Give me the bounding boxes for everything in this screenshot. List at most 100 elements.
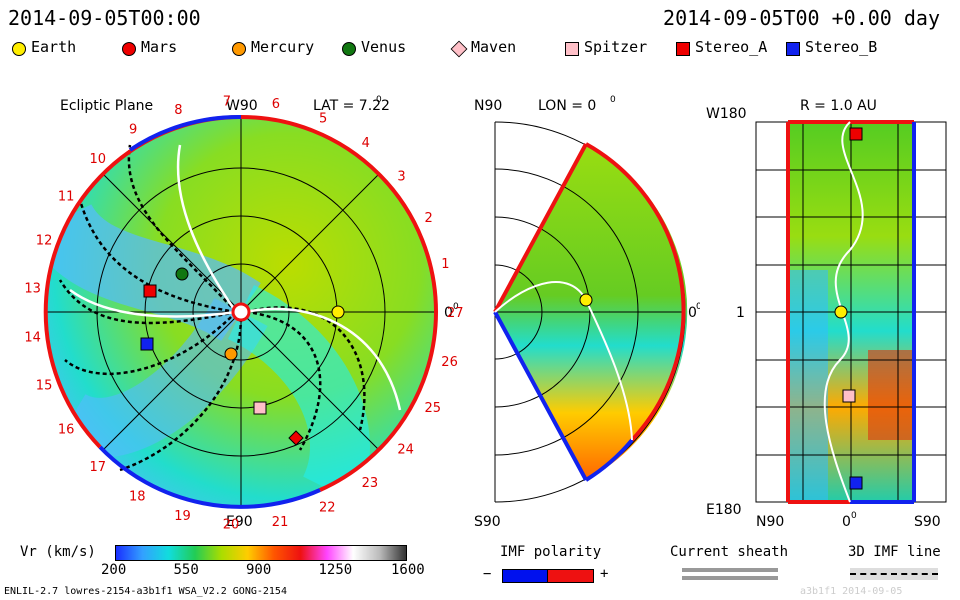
- synoptic-grid: [755, 121, 947, 503]
- wedge-edge-red: [493, 143, 588, 313]
- carrington-label: 26: [441, 355, 458, 370]
- carrington-label: 18: [129, 490, 146, 505]
- imf-minus: −: [483, 566, 492, 582]
- panel3-x-mid: 0: [842, 514, 851, 530]
- carrington-label: 6: [272, 97, 280, 112]
- spitzer-marker: [253, 401, 267, 415]
- stereo-a-marker-synoptic: [849, 127, 863, 141]
- earth-marker-meridional: [579, 293, 593, 307]
- colorbar-label: Vr (km/s): [20, 544, 96, 560]
- carrington-label: 27: [447, 306, 464, 321]
- legend-symbol-maven: [450, 40, 468, 58]
- legend-label-venus: Venus: [361, 38, 407, 56]
- spiral-field-lines: [58, 144, 402, 472]
- legend-label-earth: Earth: [31, 38, 77, 56]
- carrington-label: 14: [24, 331, 41, 346]
- meridional-panel: N90 LON = 0 0 S90 0 0: [474, 95, 700, 530]
- legend-label-maven: Maven: [471, 38, 517, 56]
- panel1-right-deg: 0: [453, 302, 459, 312]
- current-sheath-label: Current sheath: [670, 544, 789, 560]
- panel3-bottom-label: E180: [706, 502, 742, 518]
- carrington-label: 2: [425, 211, 433, 226]
- colorbar-tick: 900: [246, 562, 272, 578]
- carrington-label: 11: [58, 190, 75, 205]
- panel1-title: Ecliptic Plane: [60, 98, 153, 114]
- wedge-outer-red: [585, 142, 686, 442]
- carrington-label: 13: [24, 281, 41, 296]
- panel3-mid-label: 1: [736, 305, 745, 321]
- colorbar-tick: 550: [173, 562, 199, 578]
- legend-label-stereo-a: Stereo_A: [695, 38, 768, 56]
- imf-polarity-label: IMF polarity: [500, 544, 602, 560]
- imf-plus: +: [600, 566, 609, 582]
- panel1-top-label: W90: [226, 98, 258, 114]
- legend-symbol-venus: [342, 42, 356, 56]
- wedge-edge-blue: [493, 311, 588, 481]
- panel3-x-left: N90: [756, 514, 784, 530]
- synoptic-sheath: [823, 121, 864, 503]
- polarity-outer-blue-top: [128, 114, 242, 152]
- carrington-label: 12: [36, 234, 53, 249]
- carrington-label: 24: [397, 442, 414, 457]
- colorbar-tick: 1600: [391, 562, 425, 578]
- legend-symbol-spitzer: [565, 42, 579, 56]
- earth-marker: [331, 305, 345, 319]
- synoptic-panel: W180 R = 1.0 AU 1 E180 N90 0 0 S90: [706, 98, 947, 530]
- panel2-title: LON = 0: [538, 98, 596, 114]
- datetime-title: 2014-09-05T00:00: [8, 6, 201, 30]
- legend-label-stereo-b: Stereo_B: [805, 38, 878, 56]
- panel2-top-label: N90: [474, 98, 502, 114]
- footer-model-info: ENLIL-2.7 lowres-2154-a3b1f1 WSA_V2.2 GO…: [4, 586, 287, 597]
- mercury-marker: [224, 347, 238, 361]
- legend-symbol-stereo-a: [676, 42, 690, 56]
- polarity-outer-blue-bottom: [98, 445, 321, 509]
- panel3-title: R = 1.0 AU: [800, 98, 877, 114]
- legend-label-spitzer: Spitzer: [584, 38, 648, 56]
- imf3d-label: 3D IMF line: [848, 544, 941, 560]
- carrington-label: 1: [441, 257, 449, 272]
- carrington-label: 3: [397, 170, 405, 185]
- stereo-b-marker: [140, 337, 154, 351]
- imf-positive-swatch: [547, 569, 594, 583]
- current-sheath-swatch-1: [682, 568, 778, 572]
- carrington-label: 22: [319, 501, 336, 516]
- earth-marker-synoptic: [834, 305, 848, 319]
- carrington-label: 4: [362, 136, 370, 151]
- legend-label-mercury: Mercury: [251, 38, 315, 56]
- mars-marker: [288, 430, 304, 446]
- carrington-label: 10: [90, 152, 107, 167]
- sun-marker: [231, 302, 251, 322]
- panel3-x-mid-deg: 0: [851, 511, 857, 521]
- panel2-right-label: 0: [688, 305, 697, 321]
- carrington-label: 21: [272, 515, 289, 530]
- panel3-top-label: W180: [706, 106, 747, 122]
- carrington-label: 20: [223, 518, 240, 530]
- colorbar-tick: 200: [101, 562, 127, 578]
- panel1-lat-deg: 0: [376, 95, 382, 105]
- panel1-bottom-label: E90: [226, 514, 253, 530]
- footer-run-id: a3b1f1 2014-09-05: [800, 586, 903, 597]
- current-sheath-swatch-2: [682, 576, 778, 580]
- relative-time: 2014-09-05T00 +0.00 day: [663, 6, 940, 30]
- carrington-label: 8: [174, 103, 182, 118]
- wedge-outer-blue: [584, 438, 634, 482]
- legend-symbol-earth: [12, 42, 26, 56]
- legend-symbol-mars: [122, 42, 136, 56]
- carrington-label: 25: [425, 401, 442, 416]
- legend-symbol-mercury: [232, 42, 246, 56]
- polarity-outer-red: [240, 115, 439, 492]
- stereo-a-marker: [143, 284, 157, 298]
- colorbar-tick: 1250: [318, 562, 353, 578]
- carrington-label: 5: [319, 111, 327, 126]
- imf-negative-swatch: [502, 569, 549, 583]
- carrington-label: 15: [36, 379, 53, 394]
- panel2-bottom-label: S90: [474, 514, 501, 530]
- panel2-deg: 0: [610, 95, 616, 105]
- imf3d-swatch-line: [850, 573, 938, 575]
- colorbar: [115, 545, 407, 561]
- panel1-right-label: 0: [444, 305, 453, 321]
- venus-marker: [175, 267, 189, 281]
- carrington-label: 19: [174, 509, 191, 524]
- carrington-label: 16: [58, 423, 75, 438]
